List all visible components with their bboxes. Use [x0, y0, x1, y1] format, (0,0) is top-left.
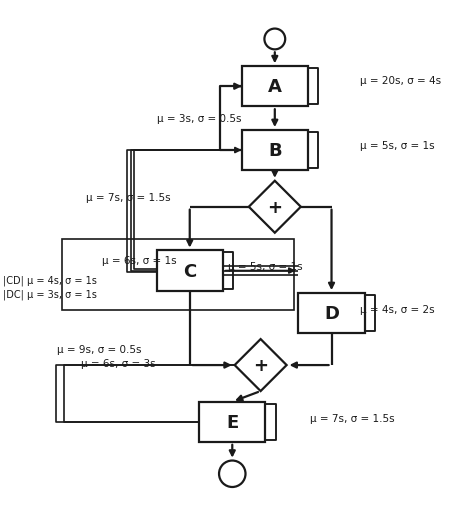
Text: μ = 7s, σ = 1.5s: μ = 7s, σ = 1.5s: [86, 193, 170, 203]
Text: μ = 3s, σ = 0.5s: μ = 3s, σ = 0.5s: [156, 114, 241, 124]
Text: +: +: [267, 199, 283, 216]
Circle shape: [264, 30, 285, 50]
Text: |DC| μ = 3s, σ = 1s: |DC| μ = 3s, σ = 1s: [3, 289, 97, 300]
FancyBboxPatch shape: [156, 251, 223, 291]
Text: μ = 4s, σ = 2s: μ = 4s, σ = 2s: [360, 305, 435, 315]
Text: μ = 5s, σ = 1s: μ = 5s, σ = 1s: [360, 141, 435, 151]
FancyBboxPatch shape: [199, 402, 265, 442]
Polygon shape: [235, 340, 287, 391]
Text: μ = 20s, σ = 4s: μ = 20s, σ = 4s: [360, 76, 441, 86]
FancyBboxPatch shape: [299, 293, 365, 333]
Text: μ = 5s, σ = 1s: μ = 5s, σ = 1s: [228, 261, 302, 271]
FancyBboxPatch shape: [242, 67, 308, 107]
Text: |CD| μ = 4s, σ = 1s: |CD| μ = 4s, σ = 1s: [3, 275, 97, 286]
Circle shape: [219, 461, 246, 487]
Text: B: B: [268, 142, 282, 160]
FancyBboxPatch shape: [242, 131, 308, 171]
Text: D: D: [324, 304, 339, 322]
Text: μ = 6s, σ = 3s: μ = 6s, σ = 3s: [81, 358, 155, 368]
Text: E: E: [226, 413, 238, 431]
Text: C: C: [183, 262, 196, 280]
Text: μ = 9s, σ = 0.5s: μ = 9s, σ = 0.5s: [57, 345, 142, 355]
Polygon shape: [249, 181, 301, 233]
Text: A: A: [268, 78, 282, 96]
Text: μ = 6s, σ = 1s: μ = 6s, σ = 1s: [102, 255, 177, 265]
Text: μ = 7s, σ = 1.5s: μ = 7s, σ = 1.5s: [310, 414, 395, 423]
Text: +: +: [253, 356, 268, 374]
